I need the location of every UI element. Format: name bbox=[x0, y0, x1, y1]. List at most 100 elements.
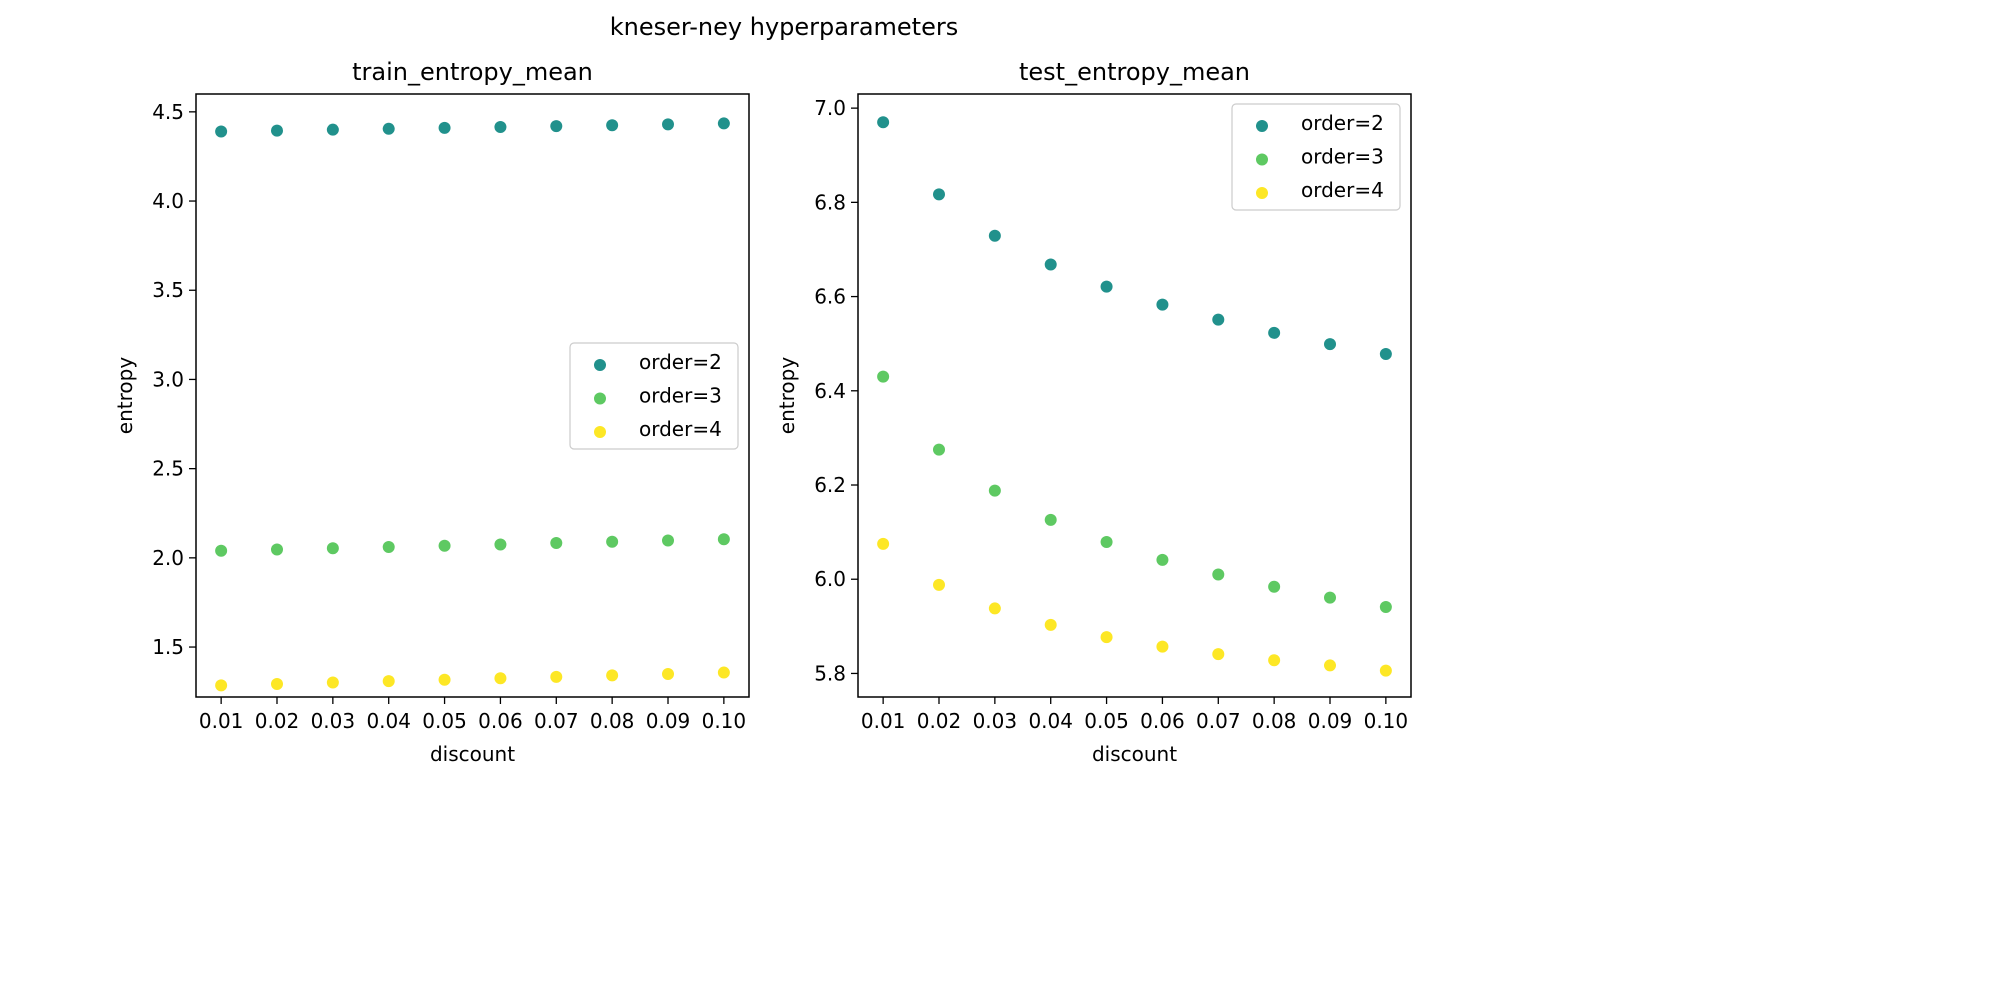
point-order=4-0.08 bbox=[1268, 654, 1281, 667]
y-tick-label: 6.6 bbox=[814, 285, 846, 309]
point-order=4-0.04 bbox=[1044, 618, 1057, 631]
y-tick-label: 6.8 bbox=[814, 190, 846, 214]
x-tick-label: 0.04 bbox=[1028, 709, 1073, 733]
point-order=2-0.05 bbox=[1100, 280, 1113, 293]
legend-label: order=4 bbox=[639, 417, 722, 441]
point-order=3-0.01 bbox=[877, 370, 890, 383]
point-order=4-0.01 bbox=[215, 679, 228, 692]
point-order=3-0.06 bbox=[1156, 553, 1169, 566]
point-order=4-0.06 bbox=[494, 672, 507, 685]
legend-label: order=3 bbox=[1301, 145, 1384, 169]
legend-label: order=2 bbox=[639, 350, 722, 374]
point-order=4-0.03 bbox=[326, 676, 339, 689]
axes-frame bbox=[195, 93, 750, 698]
y-tick-label: 2.0 bbox=[152, 546, 184, 570]
point-order=3-0.01 bbox=[215, 544, 228, 557]
point-order=2-0.09 bbox=[1324, 338, 1337, 351]
x-tick-label: 0.02 bbox=[255, 709, 300, 733]
x-tick-label: 0.08 bbox=[590, 709, 635, 733]
point-order=3-0.10 bbox=[717, 533, 730, 546]
point-order=3-0.03 bbox=[326, 542, 339, 555]
point-order=3-0.08 bbox=[606, 535, 619, 548]
x-tick-label: 0.02 bbox=[917, 709, 962, 733]
point-order=2-0.08 bbox=[1268, 326, 1281, 339]
y-tick-label: 4.5 bbox=[152, 100, 184, 124]
point-order=4-0.03 bbox=[988, 602, 1001, 615]
point-order=2-0.08 bbox=[606, 119, 619, 132]
point-order=4-0.05 bbox=[438, 673, 451, 686]
point-order=4-0.02 bbox=[270, 677, 283, 690]
legend-marker bbox=[594, 426, 606, 438]
point-order=4-0.10 bbox=[717, 666, 730, 679]
figure: kneser-ney hyperparameters train_entropy… bbox=[113, 13, 1412, 766]
point-order=2-0.07 bbox=[550, 120, 563, 133]
legend-marker bbox=[594, 392, 606, 405]
point-order=3-0.03 bbox=[988, 484, 1001, 497]
point-order=4-0.08 bbox=[606, 669, 619, 682]
y-tick-label: 5.8 bbox=[814, 661, 846, 685]
y-tick-label: 3.0 bbox=[152, 367, 184, 391]
point-order=2-0.02 bbox=[270, 124, 283, 137]
x-tick-label: 0.01 bbox=[861, 709, 906, 733]
y-tick-label: 7.0 bbox=[814, 96, 846, 120]
point-order=2-0.06 bbox=[1156, 298, 1169, 311]
point-order=2-0.03 bbox=[988, 229, 1001, 242]
point-order=3-0.10 bbox=[1379, 601, 1392, 614]
legend-frame bbox=[569, 342, 739, 450]
point-order=3-0.06 bbox=[494, 538, 507, 551]
x-axis-label: discount bbox=[1092, 742, 1177, 766]
subplots: train_entropy_mean 0.01 0.02 0.03 0.04 0.05 0.… bbox=[113, 58, 1412, 766]
point-order=4-0.07 bbox=[550, 670, 563, 683]
legend-marker bbox=[594, 359, 606, 371]
y-tick-label: 6.0 bbox=[814, 567, 846, 591]
point-order=3-0.05 bbox=[438, 539, 451, 552]
subplot-2: test_entropy_mean 0.01 0.02 0.03 0.04 0.05 0.0… bbox=[775, 58, 1412, 766]
subplot-1: train_entropy_mean 0.01 0.02 0.03 0.04 0.05 0.… bbox=[113, 58, 750, 766]
y-tick-label: 4.0 bbox=[152, 189, 184, 213]
x-tick-label: 0.09 bbox=[1308, 709, 1353, 733]
point-order=2-0.04 bbox=[1044, 258, 1057, 271]
y-axis-label: entropy bbox=[113, 357, 137, 435]
point-order=4-0.06 bbox=[1156, 640, 1169, 653]
point-order=4-0.09 bbox=[662, 667, 675, 680]
point-order=3-0.09 bbox=[662, 534, 675, 547]
x-tick-label: 0.05 bbox=[1084, 709, 1129, 733]
point-order=3-0.07 bbox=[550, 537, 563, 550]
y-tick-label: 3.5 bbox=[152, 278, 184, 302]
point-order=2-0.07 bbox=[1212, 313, 1225, 326]
y-tick-label: 6.4 bbox=[814, 379, 846, 403]
point-order=2-0.04 bbox=[382, 122, 395, 135]
chart-title: train_entropy_mean bbox=[352, 58, 593, 86]
point-order=2-0.05 bbox=[438, 121, 451, 134]
point-order=3-0.04 bbox=[382, 540, 395, 553]
point-order=2-0.02 bbox=[932, 188, 945, 201]
x-tick-label: 0.09 bbox=[646, 709, 691, 733]
y-axis-label: entropy bbox=[775, 357, 799, 435]
legend-label: order=4 bbox=[1301, 178, 1384, 202]
point-order=2-0.01 bbox=[215, 125, 228, 138]
legend-marker bbox=[1256, 187, 1268, 199]
x-tick-label: 0.07 bbox=[1196, 709, 1241, 733]
axes-frame bbox=[857, 93, 1412, 698]
legend: order=2 order=3 order=4 bbox=[1231, 103, 1401, 211]
point-order=2-0.09 bbox=[662, 118, 675, 131]
point-order=3-0.08 bbox=[1268, 580, 1281, 593]
point-order=3-0.04 bbox=[1044, 513, 1057, 526]
legend-label: order=2 bbox=[1301, 111, 1384, 135]
chart-title: test_entropy_mean bbox=[1019, 58, 1250, 86]
x-tick-label: 0.04 bbox=[366, 709, 411, 733]
point-order=3-0.07 bbox=[1212, 568, 1225, 581]
point-order=4-0.05 bbox=[1100, 631, 1113, 644]
y-tick-label: 1.5 bbox=[152, 635, 184, 659]
legend-frame bbox=[1231, 103, 1401, 211]
x-tick-label: 0.03 bbox=[973, 709, 1018, 733]
legend-marker bbox=[1256, 153, 1268, 166]
x-tick-label: 0.08 bbox=[1252, 709, 1297, 733]
point-order=2-0.10 bbox=[717, 117, 730, 130]
x-tick-label: 0.05 bbox=[422, 709, 467, 733]
x-tick-label: 0.10 bbox=[702, 709, 747, 733]
point-order=3-0.02 bbox=[270, 543, 283, 556]
point-order=2-0.01 bbox=[877, 116, 890, 129]
point-order=4-0.09 bbox=[1324, 659, 1337, 672]
x-tick-label: 0.10 bbox=[1364, 709, 1409, 733]
